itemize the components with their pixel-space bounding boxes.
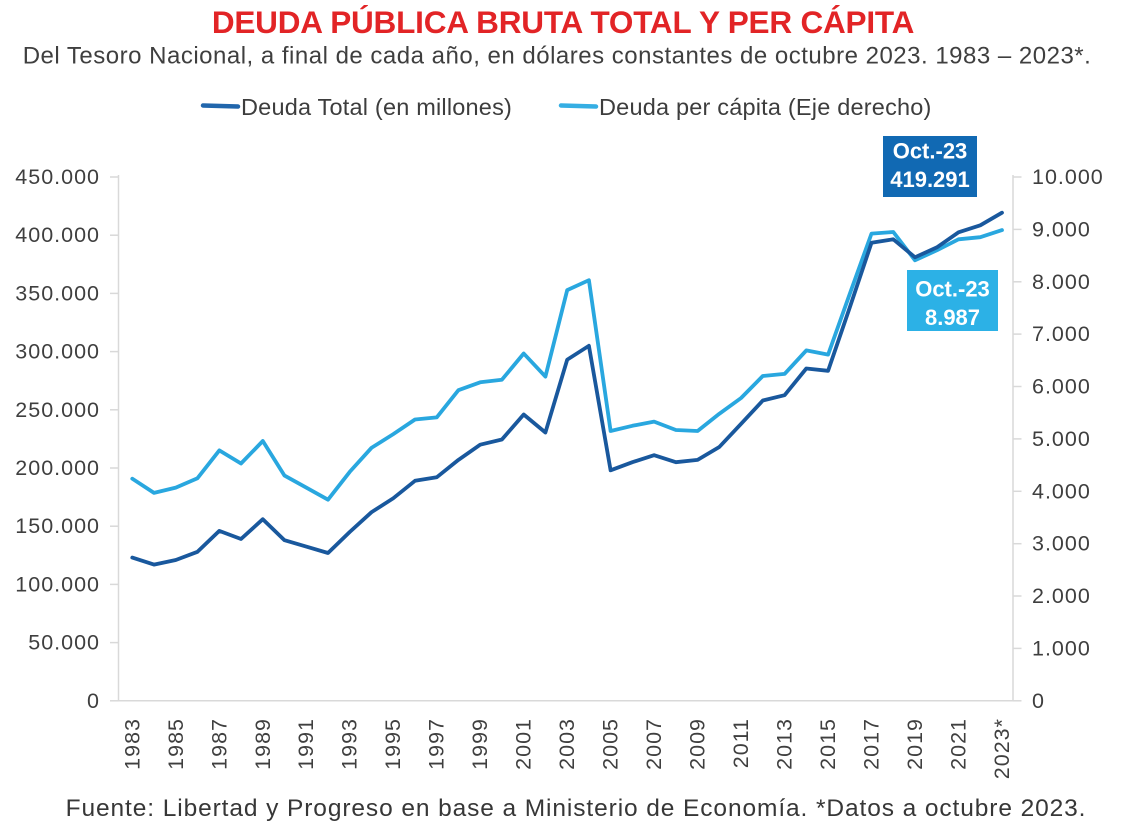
svg-text:300.000: 300.000 <box>15 340 100 364</box>
svg-text:100.000: 100.000 <box>15 572 100 596</box>
svg-text:450.000: 450.000 <box>15 165 100 189</box>
svg-text:2001: 2001 <box>512 718 536 770</box>
svg-text:2021: 2021 <box>947 718 971 770</box>
svg-text:2007: 2007 <box>642 718 666 770</box>
svg-text:2.000: 2.000 <box>1032 584 1091 608</box>
svg-text:2011: 2011 <box>729 718 753 768</box>
svg-text:0: 0 <box>1032 689 1045 713</box>
svg-text:6.000: 6.000 <box>1032 375 1091 399</box>
svg-text:1993: 1993 <box>338 718 362 770</box>
svg-text:8.000: 8.000 <box>1032 270 1091 294</box>
svg-text:1983: 1983 <box>120 718 144 770</box>
svg-text:7.000: 7.000 <box>1032 322 1091 346</box>
svg-text:1995: 1995 <box>381 718 405 770</box>
svg-text:1.000: 1.000 <box>1032 636 1091 660</box>
svg-text:Deuda Total (en millones): Deuda Total (en millones) <box>241 94 512 120</box>
svg-text:Oct.-23: Oct.-23 <box>915 277 990 302</box>
svg-text:1997: 1997 <box>425 718 449 770</box>
svg-text:1987: 1987 <box>207 718 231 770</box>
svg-text:419.291: 419.291 <box>890 167 970 192</box>
svg-text:DEUDA PÚBLICA BRUTA TOTAL Y PE: DEUDA PÚBLICA BRUTA TOTAL Y PER CÁPITA <box>212 4 914 40</box>
svg-text:2009: 2009 <box>686 718 710 770</box>
svg-text:150.000: 150.000 <box>15 514 100 538</box>
svg-text:5.000: 5.000 <box>1032 427 1091 451</box>
svg-text:50.000: 50.000 <box>28 631 100 655</box>
svg-text:2013: 2013 <box>773 718 797 770</box>
svg-text:8.987: 8.987 <box>925 305 980 330</box>
svg-text:1991: 1991 <box>294 718 318 770</box>
svg-text:1999: 1999 <box>468 718 492 770</box>
svg-text:Oct.-23: Oct.-23 <box>893 139 968 164</box>
svg-text:2019: 2019 <box>903 718 927 770</box>
svg-text:1989: 1989 <box>251 718 275 770</box>
svg-text:9.000: 9.000 <box>1032 217 1091 241</box>
svg-text:2005: 2005 <box>599 718 623 770</box>
svg-text:Deuda per cápita (Eje derecho): Deuda per cápita (Eje derecho) <box>599 94 932 120</box>
svg-text:400.000: 400.000 <box>15 223 100 247</box>
svg-text:0: 0 <box>87 689 100 713</box>
svg-text:2023*: 2023* <box>990 718 1014 779</box>
svg-text:250.000: 250.000 <box>15 398 100 422</box>
svg-text:10.000: 10.000 <box>1032 165 1104 189</box>
svg-text:200.000: 200.000 <box>15 456 100 480</box>
svg-text:2017: 2017 <box>860 718 884 770</box>
svg-text:4.000: 4.000 <box>1032 479 1091 503</box>
svg-text:Fuente: Libertad y Progreso en: Fuente: Libertad y Progreso en base a Mi… <box>66 795 1087 822</box>
svg-text:350.000: 350.000 <box>15 281 100 305</box>
svg-text:2003: 2003 <box>555 718 579 770</box>
svg-text:3.000: 3.000 <box>1032 532 1091 556</box>
svg-text:2015: 2015 <box>816 718 840 770</box>
svg-text:1985: 1985 <box>164 718 188 770</box>
svg-text:Del Tesoro Nacional, a final d: Del Tesoro Nacional, a final de cada año… <box>23 43 1092 70</box>
